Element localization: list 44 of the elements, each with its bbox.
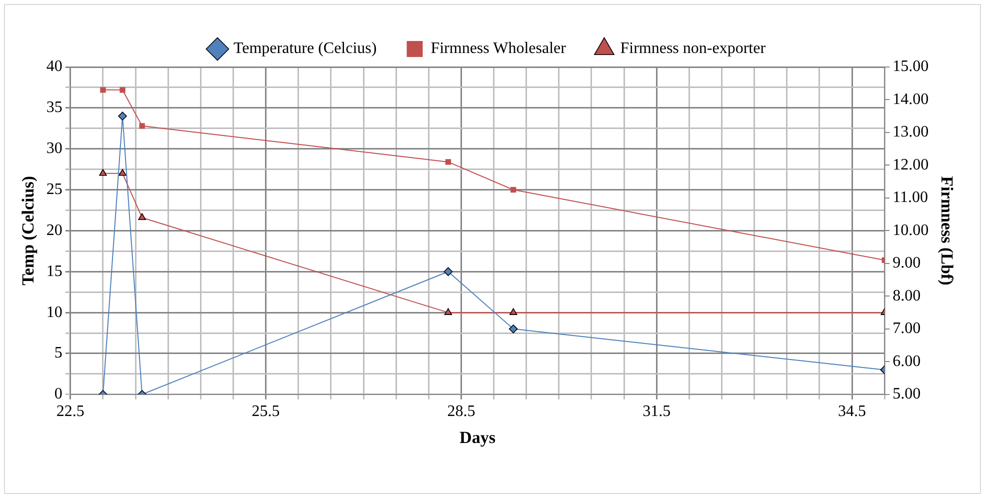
point [445,159,452,165]
x-tick-label: 22.5 [56,403,84,420]
y2-tick-label: 7.00 [892,320,921,338]
y2-tick-label: 15.00 [892,58,929,76]
x-tick-label: 25.5 [252,403,280,420]
y-tick-label: 0 [54,386,62,403]
y-tick-label: 25 [46,180,62,198]
point [118,112,127,121]
legend-label: Firmness non-exporter [620,40,766,58]
y2-tick-label: 9.00 [892,254,921,272]
point [444,308,452,315]
y2-tick-label: 13.00 [892,124,929,141]
y2-tick-label: 11.00 [892,189,928,206]
y2-tick-label: 10.00 [892,222,929,239]
y-axis-title: Temp (Celcius) [18,176,38,286]
y-tick-label: 15 [46,262,62,280]
point [509,308,518,315]
y-tick-label: 30 [46,140,62,158]
point [139,123,145,129]
legend-label: Firmness Wholesaler [430,40,567,58]
x-tick-label: 31.5 [642,403,671,420]
y2-tick-label: 14.00 [892,90,929,108]
point [99,169,107,176]
point [508,324,518,334]
point [118,169,126,176]
y2-tick-label: 6.00 [892,352,921,370]
point [510,186,516,193]
point [120,87,126,93]
y-tick-label: 35 [46,99,62,116]
x-tick-label: 28.5 [447,403,476,420]
y-tick-label: 40 [46,58,62,76]
legend-label: Temperature (Celcius) [233,40,377,58]
y2-tick-label: 8.00 [892,287,921,304]
y-tick-label: 20 [46,222,62,239]
y-tick-label: 10 [46,304,62,321]
y-tick-label: 5 [54,344,62,362]
x-axis-title: Days [460,428,496,448]
point [138,213,146,220]
y2-axis-title: Firmness (Lbf) [937,176,956,286]
point [100,87,106,93]
y2-tick-label: 5.00 [892,386,921,403]
y2-tick-label: 12.00 [892,156,929,174]
point [444,267,453,276]
x-tick-label: 34.5 [838,403,866,420]
